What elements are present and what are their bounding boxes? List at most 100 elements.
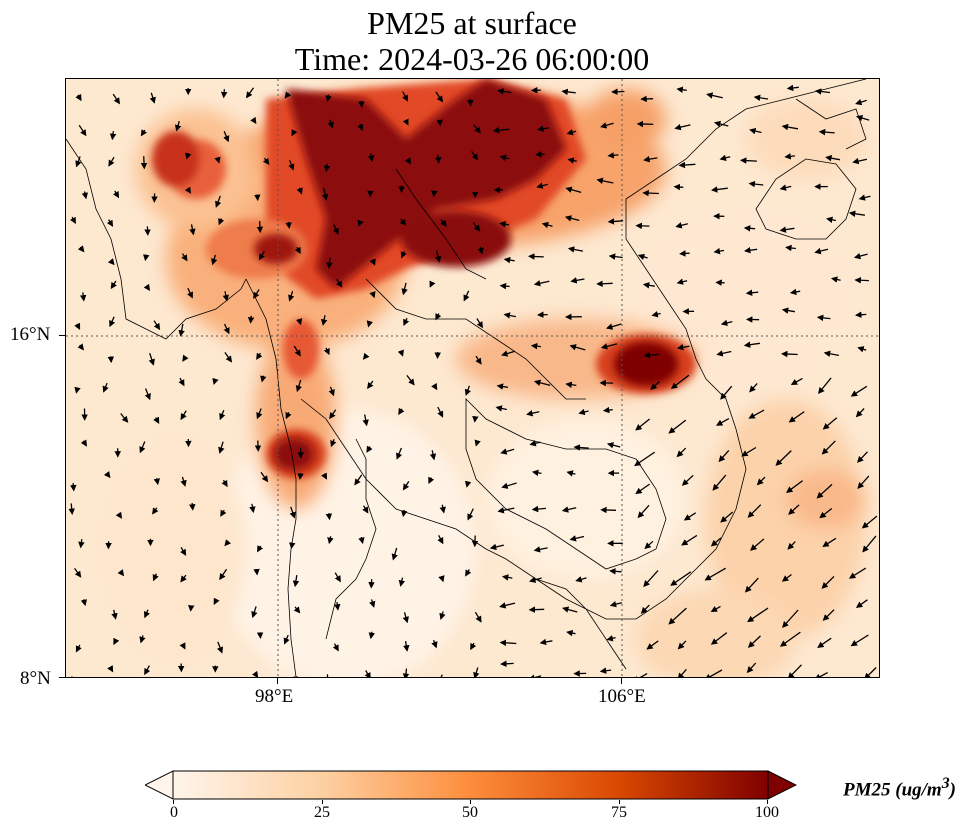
wind-arrow — [330, 438, 337, 448]
wind-arrow — [825, 155, 841, 162]
wind-arrow — [744, 577, 759, 593]
wind-arrow — [644, 540, 654, 550]
wind-arrow — [643, 351, 660, 359]
wind-arrow — [354, 474, 363, 486]
wind-arrow — [431, 639, 438, 649]
wind-arrow — [499, 221, 510, 228]
wind-arrow — [744, 246, 758, 254]
wind-arrow — [180, 546, 187, 556]
wind-arrow — [211, 254, 218, 266]
wind-arrow — [565, 186, 582, 194]
wind-arrow — [81, 191, 88, 200]
wind-arrow — [606, 635, 616, 642]
colorbar-max-extend — [767, 770, 797, 800]
wind-arrow — [635, 222, 650, 230]
colorbar-gradient — [172, 770, 769, 800]
wind-arrow — [785, 244, 796, 252]
wind-arrow — [826, 216, 837, 223]
wind-arrow — [293, 606, 301, 614]
wind-arrow — [120, 413, 129, 423]
wind-arrow — [329, 409, 337, 420]
wind-arrow — [68, 503, 75, 515]
wind-arrow — [474, 611, 482, 623]
wind-arrow — [535, 151, 545, 158]
wind-arrow — [283, 634, 290, 645]
wind-arrow — [790, 377, 803, 386]
wind-arrow — [855, 311, 867, 319]
wind-arrow — [747, 607, 769, 623]
wind-arrow — [80, 599, 88, 607]
wind-arrow — [711, 186, 728, 193]
wind-arrow — [677, 640, 687, 650]
wind-arrow — [564, 215, 580, 222]
wind-arrow — [357, 219, 364, 227]
wind-arrow — [75, 156, 82, 168]
wind-arrow — [854, 276, 869, 284]
wind-arrow — [852, 157, 868, 165]
wind-arrow — [651, 310, 661, 318]
wind-arrow — [606, 442, 621, 449]
wind-arrow — [288, 159, 295, 171]
wind-arrow — [139, 635, 146, 644]
wind-arrow — [788, 411, 805, 423]
wind-arrow — [817, 637, 832, 648]
wind-arrow — [467, 508, 474, 521]
wind-arrow — [526, 410, 540, 417]
lat-label-16n: 16°N — [10, 324, 51, 345]
wind-arrow — [775, 450, 792, 466]
wind-arrow — [403, 640, 410, 652]
wind-arrow — [364, 670, 371, 677]
wind-arrow — [637, 504, 650, 519]
map-panel[interactable] — [65, 78, 880, 678]
wind-arrow — [256, 352, 263, 360]
wind-arrow — [213, 597, 220, 605]
lon-tick-mark-98 — [277, 678, 278, 684]
wind-arrow — [321, 187, 329, 201]
wind-arrow — [499, 639, 517, 647]
wind-arrow — [562, 606, 578, 613]
wind-arrow — [848, 567, 867, 579]
wind-arrow — [821, 575, 835, 589]
wind-arrow — [108, 156, 115, 167]
wind-arrow — [749, 127, 762, 135]
wind-arrow — [358, 536, 365, 545]
wind-arrow — [816, 314, 831, 322]
colorbar-min-extend — [145, 770, 174, 800]
wind-arrow — [472, 222, 481, 232]
wind-arrow — [500, 448, 515, 455]
wind-arrow — [434, 154, 442, 164]
lon-label-98e: 98°E — [255, 686, 294, 707]
wind-arrow — [673, 183, 684, 191]
wind-arrow — [781, 573, 792, 582]
wind-arrow — [258, 250, 265, 261]
wind-arrow — [529, 576, 542, 583]
wind-arrow — [435, 91, 444, 103]
colorbar — [145, 770, 797, 800]
wind-arrow — [112, 93, 121, 105]
wind-arrow — [679, 250, 690, 257]
wind-arrow — [678, 161, 696, 169]
wind-arrow — [262, 157, 270, 165]
wind-arrow — [566, 629, 576, 637]
wind-arrow — [107, 258, 115, 266]
lat-tick-mark-8 — [59, 677, 65, 678]
wind-arrow — [401, 282, 408, 296]
wind-arrow — [536, 182, 548, 189]
cb-tick-50: 50 — [462, 804, 478, 821]
wind-arrow — [357, 123, 364, 132]
wind-arrow — [830, 276, 841, 283]
wind-arrow — [501, 574, 513, 581]
cb-tick-75: 75 — [611, 804, 627, 821]
wind-arrow — [336, 278, 343, 288]
wind-arrow — [291, 129, 298, 137]
wind-arrow — [284, 91, 292, 99]
wind-arrow — [650, 381, 660, 390]
wind-arrow — [117, 569, 125, 577]
wind-arrow — [642, 189, 659, 197]
wind-arrow — [109, 316, 116, 328]
wind-arrow — [779, 184, 792, 191]
wind-arrow — [495, 405, 507, 412]
wind-arrow — [637, 253, 648, 261]
wind-arrow — [569, 535, 585, 542]
wind-arrow — [295, 318, 303, 326]
